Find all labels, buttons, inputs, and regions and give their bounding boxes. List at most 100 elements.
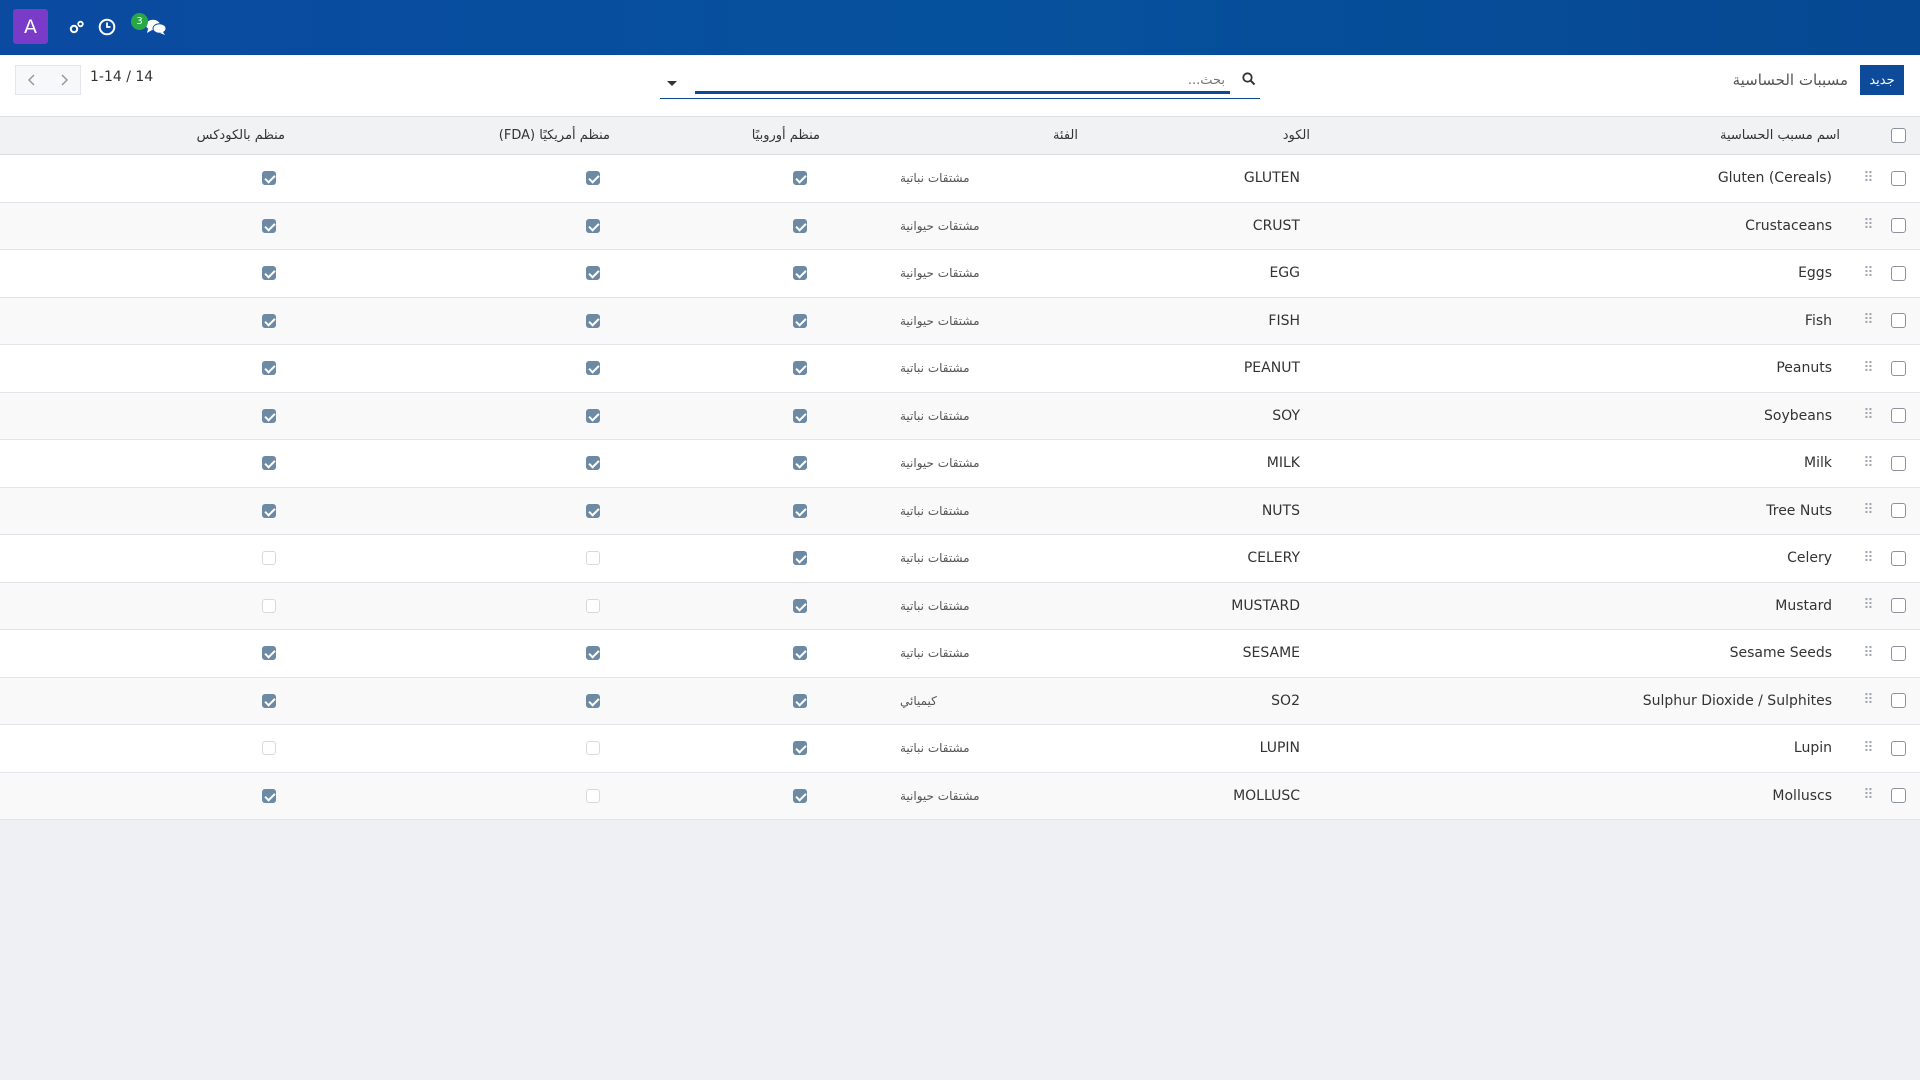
table-row[interactable]: ⠿ Fish FISH مشتقات حيوانية	[0, 297, 1920, 345]
search-input[interactable]	[695, 69, 1225, 91]
allergen-category: مشتقات حيوانية	[900, 313, 980, 328]
allergen-category: مشتقات نباتية	[900, 741, 970, 756]
eu-regulated-checkbox	[793, 646, 807, 661]
row-select-cell	[1888, 298, 1908, 345]
drag-handle-icon[interactable]: ⠿	[1863, 597, 1873, 614]
allergen-category: كيميائي	[900, 693, 937, 708]
eu-regulated-checkbox	[793, 693, 807, 708]
row-select-checkbox[interactable]	[1890, 265, 1906, 281]
table-row[interactable]: ⠿ Mustard MUSTARD مشتقات نباتية	[0, 582, 1920, 630]
table-row[interactable]: ⠿ Molluscs MOLLUSC مشتقات حيوانية	[0, 772, 1920, 820]
allergen-category: مشتقات حيوانية	[900, 218, 980, 233]
allergen-code: EGG	[1269, 265, 1300, 282]
row-select-checkbox[interactable]	[1890, 598, 1906, 614]
allergen-category: مشتقات نباتية	[900, 171, 970, 186]
drag-handle-icon[interactable]: ⠿	[1863, 359, 1873, 376]
user-avatar[interactable]: A	[13, 9, 48, 44]
drag-handle-icon[interactable]: ⠿	[1863, 502, 1873, 519]
pager-next-button[interactable]	[48, 66, 80, 94]
drag-handle-icon[interactable]: ⠿	[1863, 739, 1873, 756]
row-select-checkbox[interactable]	[1890, 645, 1906, 661]
column-header-category[interactable]: الفئة	[1052, 128, 1078, 143]
allergen-category: مشتقات نباتية	[900, 646, 970, 661]
table-row[interactable]: ⠿ Crustaceans CRUST مشتقات حيوانية	[0, 202, 1920, 250]
pager-value[interactable]: 1-14 / 14	[90, 69, 154, 85]
allergen-name: Sulphur Dioxide / Sulphites	[1642, 692, 1832, 709]
select-all-checkbox[interactable]	[1890, 128, 1906, 143]
allergen-code: SESAME	[1242, 645, 1300, 662]
row-select-checkbox[interactable]	[1890, 455, 1906, 471]
fda-regulated-checkbox	[586, 788, 600, 803]
row-select-checkbox[interactable]	[1890, 740, 1906, 756]
table-row[interactable]: ⠿ Sesame Seeds SESAME مشتقات نباتية	[0, 630, 1920, 678]
table-row[interactable]: ⠿ Peanuts PEANUT مشتقات نباتية	[0, 345, 1920, 393]
allergen-code: GLUTEN	[1243, 170, 1300, 187]
table-row[interactable]: ⠿ Gluten (Cereals) GLUTEN مشتقات نباتية	[0, 155, 1920, 203]
row-select-checkbox[interactable]	[1890, 788, 1906, 804]
row-select-checkbox[interactable]	[1890, 550, 1906, 566]
allergen-name: Soybeans	[1764, 407, 1832, 424]
chat-icon[interactable]	[145, 16, 167, 38]
row-select-checkbox[interactable]	[1890, 693, 1906, 709]
pager-previous-button[interactable]	[16, 66, 48, 94]
clock-icon[interactable]	[96, 16, 118, 38]
row-select-checkbox[interactable]	[1890, 218, 1906, 234]
column-header-eu-regulated[interactable]: منظم أوروبيًا	[751, 128, 820, 143]
table-row[interactable]: ⠿ Soybeans SOY مشتقات نباتية	[0, 392, 1920, 440]
allergen-category: مشتقات نباتية	[900, 551, 970, 566]
column-header-name[interactable]: اسم مسبب الحساسية	[1720, 128, 1840, 143]
fda-regulated-cell	[578, 678, 608, 725]
column-header-codex-regulated[interactable]: منظم بالكودكس	[196, 128, 285, 143]
row-select-checkbox[interactable]	[1890, 170, 1906, 186]
search-icon[interactable]	[1242, 71, 1256, 90]
row-select-cell	[1888, 440, 1908, 487]
row-select-checkbox[interactable]	[1890, 360, 1906, 376]
allergen-name: Mustard	[1775, 597, 1832, 614]
drag-handle-icon[interactable]: ⠿	[1863, 407, 1873, 424]
search-options-caret-icon[interactable]	[666, 73, 678, 92]
table-row[interactable]: ⠿ Sulphur Dioxide / Sulphites SO2 كيميائي	[0, 677, 1920, 725]
new-button[interactable]: جديد	[1860, 65, 1904, 95]
row-select-checkbox[interactable]	[1890, 408, 1906, 424]
row-select-cell	[1888, 345, 1908, 392]
allergen-name: Tree Nuts	[1766, 502, 1832, 519]
row-select-cell	[1888, 535, 1908, 582]
drag-handle-icon[interactable]: ⠿	[1863, 169, 1873, 186]
row-select-cell	[1888, 488, 1908, 535]
drag-handle-icon[interactable]: ⠿	[1863, 549, 1873, 566]
table-row[interactable]: ⠿ Celery CELERY مشتقات نباتية	[0, 535, 1920, 583]
allergen-category: مشتقات نباتية	[900, 361, 970, 376]
allergen-name: Crustaceans	[1745, 217, 1832, 234]
debug-icon[interactable]	[66, 16, 88, 38]
eu-regulated-cell	[785, 773, 815, 820]
row-select-checkbox[interactable]	[1890, 313, 1906, 329]
table-row[interactable]: ⠿ Tree Nuts NUTS مشتقات نباتية	[0, 487, 1920, 535]
allergen-code: FISH	[1268, 312, 1300, 329]
drag-handle-icon[interactable]: ⠿	[1863, 312, 1873, 329]
fda-regulated-checkbox	[586, 266, 600, 281]
drag-handle-icon[interactable]: ⠿	[1863, 787, 1873, 804]
drag-handle-icon[interactable]: ⠿	[1863, 264, 1873, 281]
fda-regulated-checkbox	[586, 456, 600, 471]
search-box	[660, 67, 1260, 99]
column-header-code[interactable]: الكود	[1282, 128, 1310, 143]
drag-handle-icon[interactable]: ⠿	[1863, 454, 1873, 471]
fda-regulated-cell	[578, 583, 608, 630]
table-row[interactable]: ⠿ Milk MILK مشتقات حيوانية	[0, 440, 1920, 488]
column-header-fda-regulated[interactable]: منظم أمريكيًا (FDA)	[498, 128, 610, 143]
allergen-name: Lupin	[1793, 740, 1832, 757]
table-row[interactable]: ⠿ Lupin LUPIN مشتقات نباتية	[0, 725, 1920, 773]
allergen-code: MILK	[1266, 455, 1300, 472]
eu-regulated-checkbox	[793, 456, 807, 471]
row-select-checkbox[interactable]	[1890, 503, 1906, 519]
eu-regulated-cell	[785, 393, 815, 440]
fda-regulated-checkbox	[586, 503, 600, 518]
table-row[interactable]: ⠿ Eggs EGG مشتقات حيوانية	[0, 250, 1920, 298]
row-select-cell	[1888, 678, 1908, 725]
drag-handle-icon[interactable]: ⠿	[1863, 217, 1873, 234]
pager-navigation	[15, 65, 81, 95]
eu-regulated-cell	[785, 440, 815, 487]
allergens-table: اسم مسبب الحساسية الكود الفئة منظم أوروب…	[0, 117, 1920, 820]
drag-handle-icon[interactable]: ⠿	[1863, 644, 1873, 661]
drag-handle-icon[interactable]: ⠿	[1863, 692, 1873, 709]
